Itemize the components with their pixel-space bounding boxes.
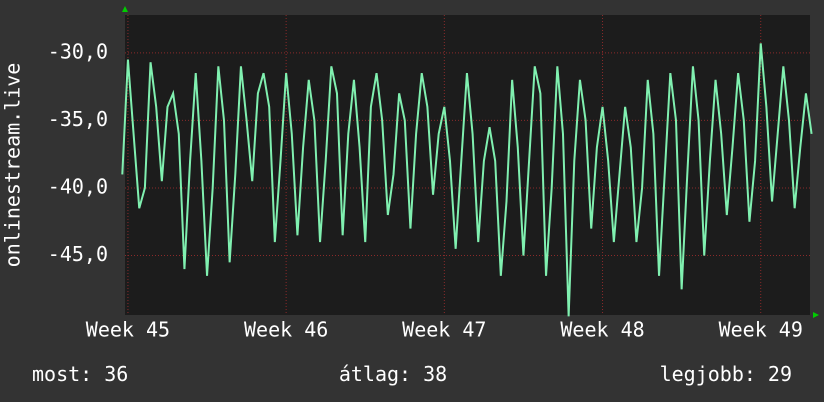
y-axis-label: onlinestream.live [1, 63, 25, 268]
stat-label: most: [32, 362, 92, 386]
plot-area [125, 15, 810, 315]
stat: átlag: 38 [339, 362, 447, 386]
stat-value: 36 [104, 362, 128, 386]
y-tick-label: -45,0 [48, 242, 108, 266]
y-tick-label: -40,0 [48, 174, 108, 198]
x-tick-label: Week 46 [244, 318, 328, 342]
x-tick-label: Week 49 [719, 318, 803, 342]
stat: legjobb: 29 [660, 362, 792, 386]
stat-value: 38 [423, 362, 447, 386]
axis-arrow [813, 312, 819, 318]
x-tick-label: Week 45 [86, 318, 170, 342]
x-tick-label: Week 48 [560, 318, 644, 342]
y-tick-label: -30,0 [48, 39, 108, 63]
y-tick-label: -35,0 [48, 107, 108, 131]
data-line [121, 43, 813, 317]
x-tick-label: Week 47 [402, 318, 486, 342]
stat-label: átlag: [339, 362, 411, 386]
stat: most: 36 [32, 362, 128, 386]
stat-value: 29 [768, 362, 792, 386]
axis-arrow [122, 6, 128, 12]
stat-label: legjobb: [660, 362, 756, 386]
